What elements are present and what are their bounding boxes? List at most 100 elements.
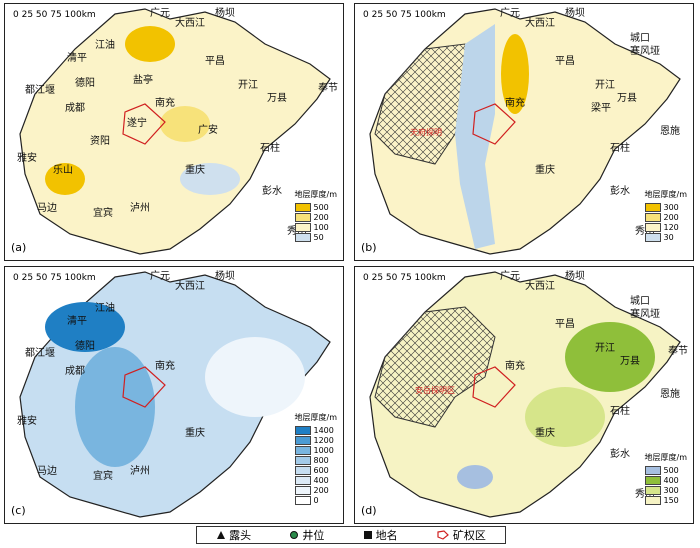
annotation-label: 天府探明 [410, 128, 442, 137]
place-label: 德阳 [75, 341, 95, 352]
scale-bar: 0 25 50 75 100km [363, 273, 446, 283]
legend-title: 地层厚度/m [294, 413, 338, 422]
triangle-icon [217, 531, 226, 539]
legend-item: 矿权区 [436, 527, 486, 543]
thickness-legend: 地层厚度/m 1400 1200 1000 800 600 400 200 0 [294, 412, 338, 505]
place-label: 彭水 [262, 186, 282, 197]
legend-swatch [644, 495, 661, 505]
legend-swatch [294, 202, 311, 212]
legend-swatch [294, 222, 311, 232]
thickness-legend: 地层厚度/m 500 200 100 50 [294, 189, 337, 242]
panel-label: (b) [361, 241, 377, 254]
thick-zone [565, 322, 655, 392]
place-label: 开江 [595, 343, 615, 354]
legend-value: 200 [313, 212, 329, 222]
place-label: 重庆 [185, 428, 205, 439]
place-label: 南充 [155, 361, 175, 372]
legend-value: 300 [663, 485, 679, 495]
well-icon [290, 531, 299, 539]
place-label: 恩施 [660, 126, 680, 137]
thick-zone [501, 34, 529, 114]
legend-value: 50 [313, 232, 324, 242]
symbol-legend: 露头 井位 地名 矿权区 [196, 526, 506, 544]
legend-item: 地名 [363, 527, 398, 543]
legend-swatch [644, 202, 661, 212]
place-label: 彭水 [610, 449, 630, 460]
legend-value: 200 [663, 212, 679, 222]
place-label: 马边 [37, 466, 57, 477]
place-label: 秀山 [635, 226, 655, 237]
legend-value: 800 [313, 455, 329, 465]
place-label: 南充 [505, 98, 525, 109]
thick-zone [160, 106, 210, 142]
thickness-legend: 地层厚度/m 300 200 120 30 [644, 189, 688, 242]
place-label: 成都 [65, 366, 85, 377]
place-label: 梁平 [591, 103, 611, 114]
scale-bar: 0 25 50 75 100km [13, 273, 96, 283]
place-label: 秀山 [287, 226, 307, 237]
legend-value: 500 [663, 465, 679, 475]
legend-value: 1000 [313, 445, 334, 455]
thick-zone [45, 302, 125, 352]
legend-value: 120 [663, 222, 679, 232]
place-label: 广元 [150, 8, 170, 19]
legend-swatch [294, 495, 311, 505]
map-panel-c: 0 25 50 75 100km 广元 大西江 杨坝 江油 清平 都江堰 德阳 … [4, 266, 344, 524]
legend-swatch [294, 475, 311, 485]
thick-zone [45, 163, 85, 195]
panel-label: (d) [361, 504, 377, 517]
place-label: 城口 [630, 296, 650, 307]
legend-item-label: 井位 [302, 529, 325, 542]
place-label: 大西江 [175, 18, 205, 29]
scale-bar: 0 25 50 75 100km [363, 10, 446, 20]
legend-value: 300 [663, 202, 679, 212]
place-label: 万县 [267, 93, 287, 104]
legend-swatch [644, 485, 661, 495]
place-label: 开江 [595, 80, 615, 91]
legend-swatch [294, 485, 311, 495]
place-label: 资阳 [90, 136, 110, 147]
place-label: 广安 [198, 125, 218, 136]
place-label: 塞风垭 [630, 46, 660, 57]
place-label: 平昌 [555, 319, 575, 330]
legend-item-label: 矿权区 [452, 529, 486, 542]
mining-area [472, 103, 516, 145]
map-panel-b: 0 25 50 75 100km 广元 大西江 杨坝 城口 塞风垭 平昌 开江 … [354, 3, 694, 261]
legend-swatch [294, 435, 311, 445]
legend-item-label: 地名 [375, 529, 398, 542]
place-label: 平昌 [205, 56, 225, 67]
legend-item-label: 露头 [229, 529, 252, 542]
thick-zone [125, 26, 175, 62]
legend-value: 150 [663, 495, 679, 505]
place-label: 奉节 [668, 346, 688, 357]
legend-title: 地层厚度/m [644, 453, 688, 462]
legend-swatch [644, 232, 661, 242]
place-label: 重庆 [535, 165, 555, 176]
place-label: 广元 [500, 271, 520, 282]
place-label: 成都 [65, 103, 85, 114]
legend-swatch [644, 465, 661, 475]
place-label: 开江 [238, 80, 258, 91]
thickness-map-a [19, 8, 331, 255]
place-label: 大西江 [525, 281, 555, 292]
legend-value: 500 [313, 202, 329, 212]
legend-value: 200 [313, 485, 329, 495]
place-label: 都江堰 [25, 348, 55, 359]
place-label: 江油 [95, 40, 115, 51]
place-label: 都江堰 [25, 85, 55, 96]
place-label: 秀山 [635, 489, 655, 500]
mining-area [122, 103, 166, 145]
erosion-zone [374, 306, 496, 428]
legend-value: 1400 [313, 425, 334, 435]
thick-zone [525, 387, 605, 447]
square-icon [363, 531, 372, 539]
legend-swatch [644, 212, 661, 222]
place-label: 大西江 [175, 281, 205, 292]
legend-title: 地层厚度/m [644, 190, 688, 199]
place-label: 万县 [617, 93, 637, 104]
map-panel-a: 0 25 50 75 100km 广元 大西江 杨坝 江油 清平 都江堰 德阳 … [4, 3, 344, 261]
place-label: 清平 [67, 53, 87, 64]
scale-bar: 0 25 50 75 100km [13, 10, 96, 20]
place-label: 宜宾 [93, 208, 113, 219]
thickness-map-d [369, 271, 681, 518]
